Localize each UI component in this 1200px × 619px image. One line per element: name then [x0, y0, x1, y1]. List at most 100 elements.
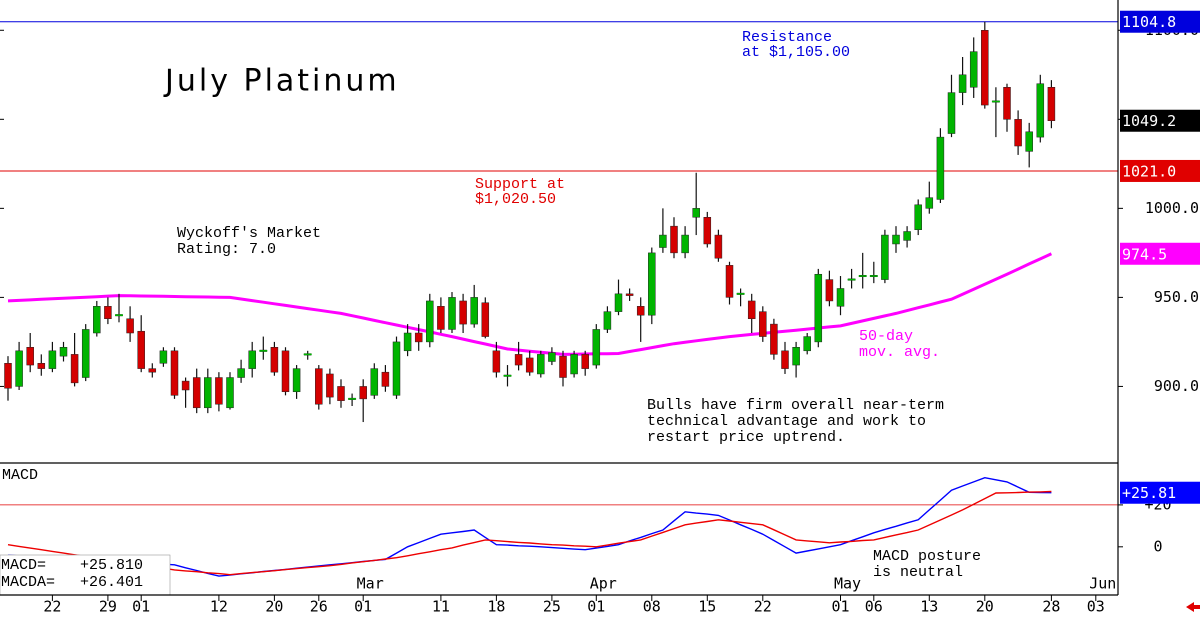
- candle-body: [636, 306, 645, 316]
- candle-body: [570, 354, 578, 375]
- candle-body: [270, 347, 279, 373]
- y-tick-label: 1000.0: [1145, 199, 1199, 217]
- candle-body: [1036, 83, 1045, 138]
- candle-body: [1025, 131, 1033, 152]
- candle-body: [192, 377, 201, 409]
- x-tick-label: 18: [487, 598, 505, 616]
- candle-body: [248, 350, 256, 369]
- x-tick-label: 06: [865, 598, 883, 616]
- scroll-arrow: [1186, 602, 1200, 612]
- candle-body: [237, 368, 245, 378]
- y-tick-label: 900.0: [1154, 377, 1199, 395]
- candle-body: [292, 368, 301, 393]
- candle-body: [481, 302, 490, 337]
- annotation: $1,020.50: [475, 191, 556, 208]
- price-tag-label: 1021.0: [1122, 162, 1176, 180]
- candle-body: [170, 350, 179, 396]
- x-tick-label: 13: [920, 598, 938, 616]
- candle-body: [15, 350, 23, 387]
- candle-body: [93, 306, 101, 334]
- x-tick-label: 15: [698, 598, 716, 616]
- legend-label: MACD=: [1, 557, 46, 574]
- candle-body: [692, 208, 700, 218]
- candle-body: [781, 350, 789, 369]
- candle-body: [514, 354, 523, 366]
- annotation: restart price uptrend.: [647, 429, 845, 446]
- candle-body: [104, 306, 112, 320]
- price-tag: [1120, 159, 1200, 182]
- legend-value: +25.810: [80, 557, 143, 574]
- annotation: is neutral: [873, 564, 963, 581]
- candle-body: [936, 136, 945, 200]
- month-label: Jun: [1089, 575, 1116, 593]
- candle-body: [448, 297, 456, 330]
- candle-body: [315, 368, 323, 405]
- candle-body: [370, 368, 379, 396]
- candle-body: [159, 350, 168, 364]
- candle-body: [70, 354, 79, 384]
- annotation: Resistance: [742, 29, 832, 46]
- candle-body: [37, 363, 46, 369]
- chart-title: July Platinum: [163, 64, 400, 99]
- candle-body: [592, 329, 601, 366]
- candle-body: [470, 297, 478, 325]
- candle-body: [137, 330, 145, 369]
- price-tag-label: 974.5: [1122, 245, 1167, 263]
- candle-body: [836, 288, 845, 307]
- candle-body: [681, 234, 689, 254]
- candle-body: [725, 265, 734, 298]
- x-tick-label: 01: [831, 598, 849, 616]
- candle-body: [670, 225, 678, 254]
- price-tag-label: 1104.8: [1122, 13, 1176, 31]
- candle-body: [603, 311, 612, 330]
- candle-body: [4, 363, 12, 389]
- candle-body: [81, 329, 90, 378]
- candle-body: [947, 92, 956, 134]
- x-tick-label: 11: [432, 598, 450, 616]
- legend-label: MACDA=: [1, 574, 55, 591]
- candle-body: [426, 300, 434, 343]
- candle-body: [215, 377, 223, 405]
- candle-body: [1003, 87, 1011, 120]
- candle-body: [492, 350, 501, 373]
- annotation: 50-day: [859, 328, 913, 345]
- candle-body: [437, 306, 445, 330]
- candle-body: [714, 234, 723, 259]
- x-tick-label: 01: [132, 598, 150, 616]
- candle-body: [1014, 119, 1022, 147]
- candle-body: [747, 300, 756, 320]
- panel-title: MACD: [2, 467, 38, 484]
- candle-body: [326, 373, 334, 398]
- candle-body: [181, 380, 190, 391]
- x-tick-label: 01: [587, 598, 605, 616]
- price-tag-label: 1049.2: [1122, 112, 1176, 130]
- candle-body: [925, 197, 934, 209]
- candle-body: [59, 347, 68, 357]
- annotation: Wyckoff's Market: [177, 225, 321, 242]
- annotation: mov. avg.: [859, 344, 940, 361]
- y-tick-label: 950.0: [1154, 288, 1199, 306]
- annotation: technical advantage and work to: [647, 413, 926, 430]
- candle-body: [148, 368, 157, 373]
- annotation: Support at: [475, 176, 565, 193]
- legend-value: +26.401: [80, 574, 143, 591]
- candle-body: [48, 350, 57, 369]
- candle-body: [126, 318, 134, 334]
- price-tag: [1120, 242, 1200, 265]
- candle-body: [414, 332, 423, 343]
- candle-body: [825, 279, 834, 302]
- price-tag: [1120, 109, 1200, 132]
- price-tag-label: +25.81: [1122, 484, 1176, 502]
- x-tick-label: 20: [265, 598, 283, 616]
- candle-body: [803, 336, 811, 352]
- x-tick-label: 29: [99, 598, 117, 616]
- candle-body: [392, 341, 401, 396]
- candle-body: [548, 352, 556, 362]
- candle-body: [648, 252, 656, 316]
- x-tick-label: 25: [543, 598, 561, 616]
- month-label: May: [834, 575, 861, 593]
- candle-body: [559, 355, 567, 378]
- month-label: Apr: [590, 575, 617, 593]
